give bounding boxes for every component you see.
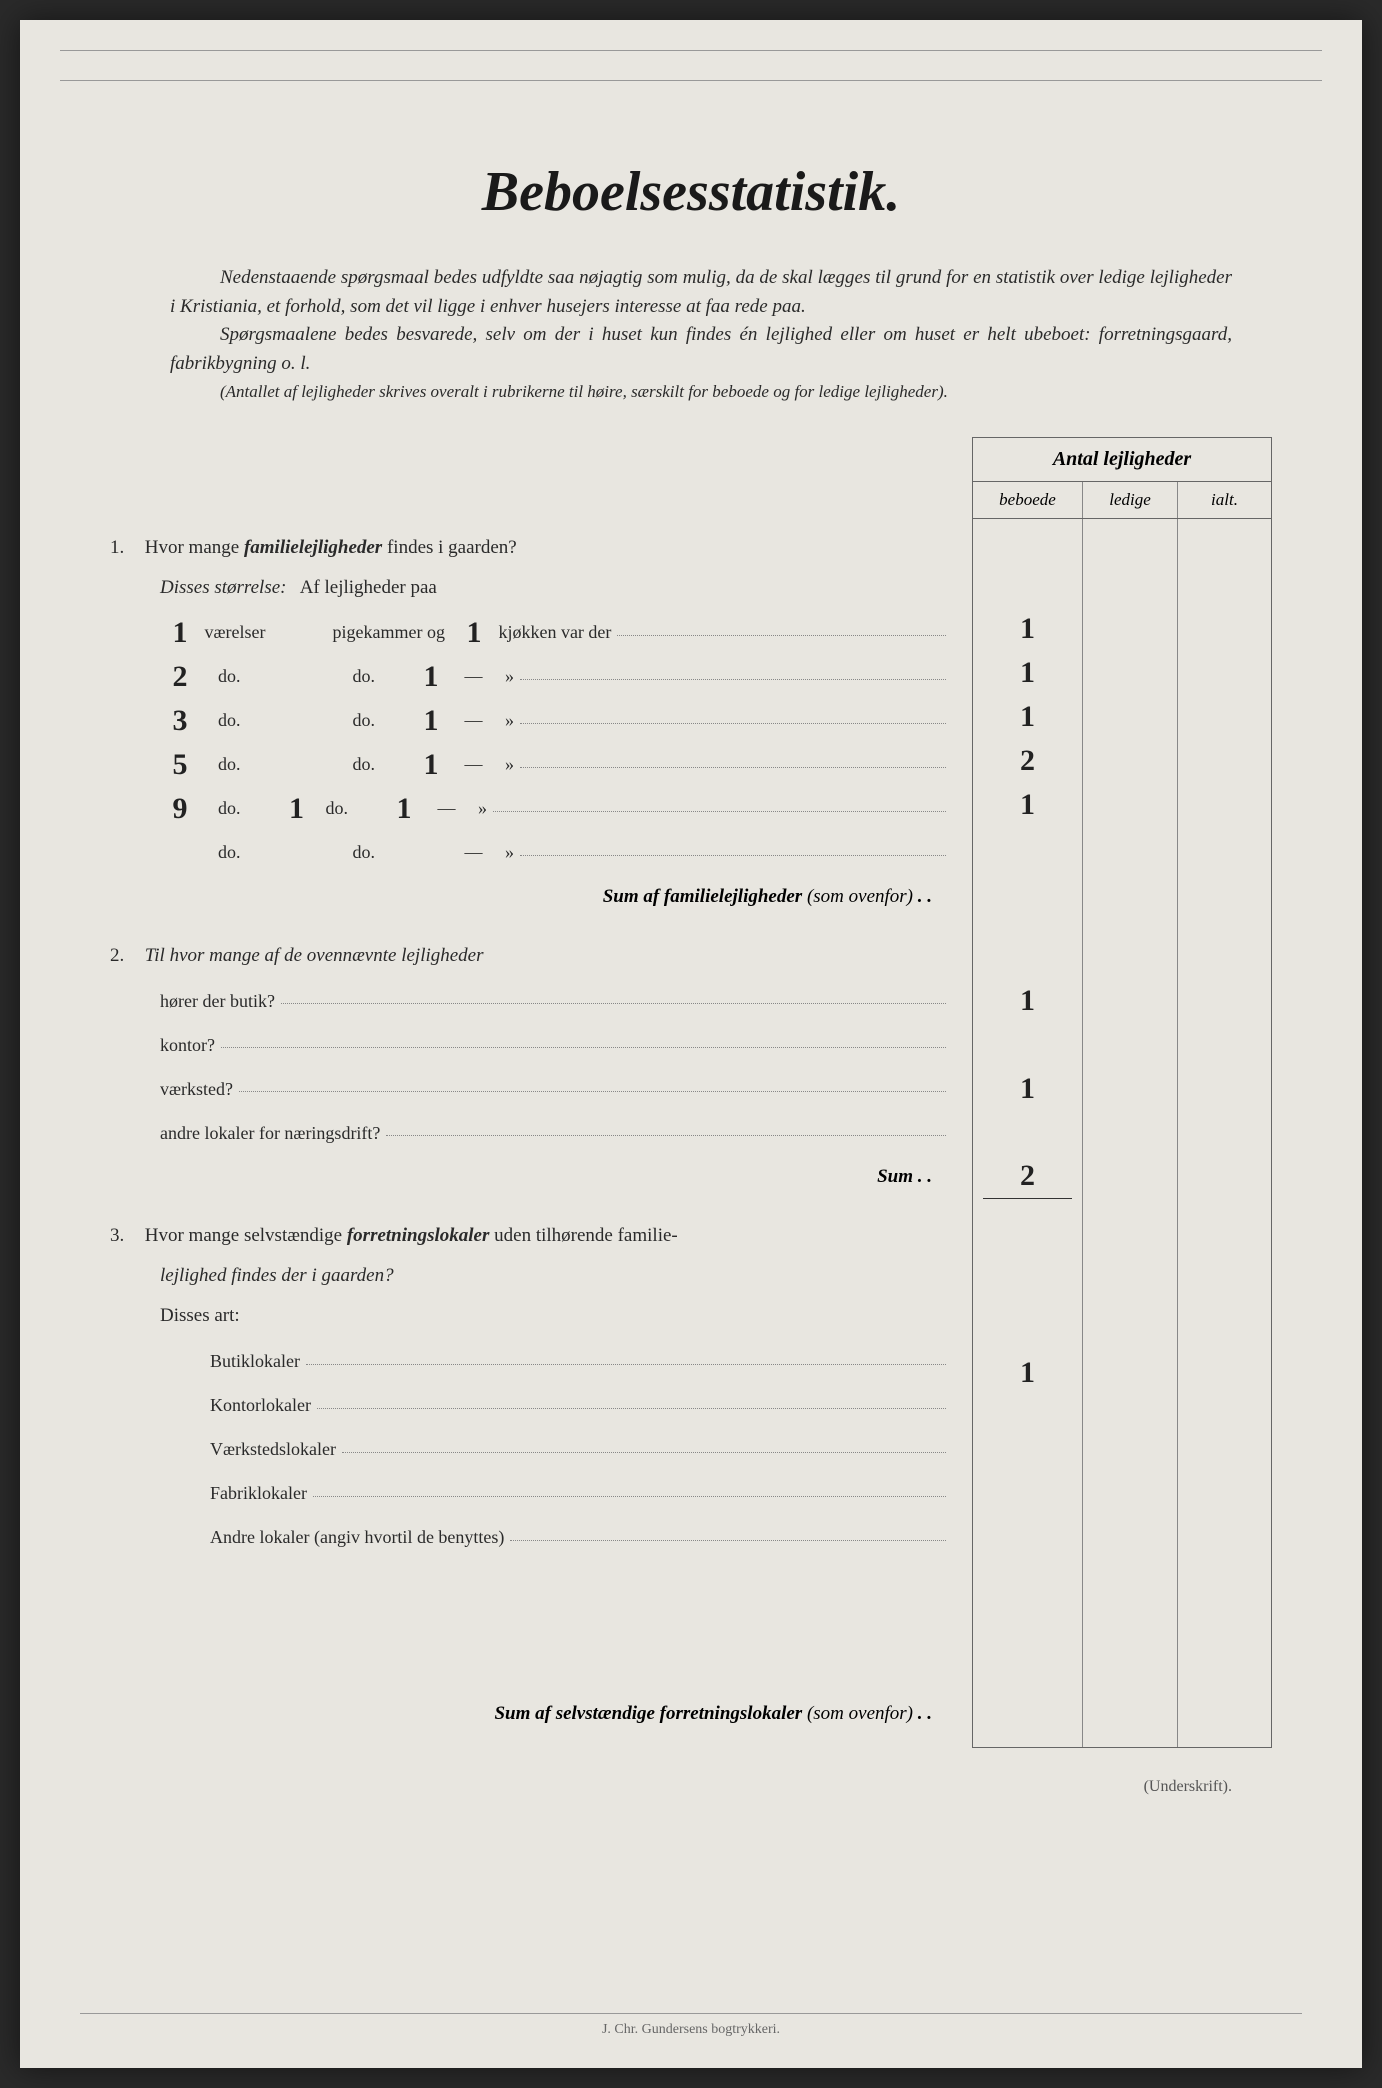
q2-sum-val: 2 [1008,1159,1048,1193]
question-1: 1. Hvor mange familielejligheder findes … [110,531,952,565]
q3-row-5: Andre lokaler (angiv hvortil de benyttes… [210,1516,952,1560]
q3-sum: Sum af selvstændige forretningslokaler (… [110,1692,952,1736]
intro-p3: (Antallet af lejligheder skrives overalt… [220,382,948,401]
q1-row-4: 5 do. do. 1 — » [160,743,952,787]
q1-row-5: 9 do. 1 do. 1 — » [160,787,952,831]
q3-row-4: Fabriklokaler [210,1472,952,1516]
q2-sum: Sum . . [110,1155,952,1199]
q1-row-1: 1 værelser pigekammer og 1 kjøkken var d… [160,611,952,655]
q1-row-3: 3 do. do. 1 — » [160,699,952,743]
q1-val-2: 1 [1008,656,1048,690]
q1-val-5: 1 [1008,788,1048,822]
q1-val-1: 1 [1008,612,1048,646]
q3-val-1: 1 [1008,1356,1048,1390]
intro-p1: Nedenstaaende spørgsmaal bedes udfyldte … [170,267,1232,317]
intro-text: Nedenstaaende spørgsmaal bedes udfyldte … [170,264,1232,407]
values-column: Antal lejligheder beboede ledige ialt. 1… [972,437,1272,1748]
col-beboede: beboede [973,482,1083,518]
col-ledige: ledige [1083,482,1178,518]
q3-line2: lejlighed findes der i gaarden? [160,1259,952,1293]
q2-row-2: kontor? [160,1023,952,1067]
question-2: 2. Til hvor mange af de ovennævnte lejli… [110,939,952,973]
q1-val-4: 2 [1008,744,1048,778]
q1-val-3: 1 [1008,700,1048,734]
intro-p2: Spørgsmaalene bedes besvarede, selv om d… [170,324,1232,374]
q1-row-2: 2 do. do. 1 — » [160,655,952,699]
col-ialt: ialt. [1178,482,1271,518]
q1-row-6: do. do. — » [160,831,952,875]
document-page: Beboelsesstatistik. Nedenstaaende spørgs… [20,20,1362,2068]
table-subheader: beboede ledige ialt. [973,482,1271,519]
q2-row-3: værksted? [160,1067,952,1111]
q2-row-4: andre lokaler for næringsdrift? [160,1111,952,1155]
page-title: Beboelsesstatistik. [110,160,1272,224]
q3-row-2: Kontorlokaler [210,1384,952,1428]
q1-sum: Sum af familielejligheder (som ovenfor) … [110,875,952,919]
q1-sub: Disses størrelse: Af lejligheder paa [160,571,952,605]
q2-val-3: 1 [1008,1072,1048,1106]
signature-label: (Underskrift). [110,1778,1272,1796]
printer-credit: J. Chr. Gundersens bogtrykkeri. [80,2013,1302,2038]
question-3: 3. Hvor mange selvstændige forretningslo… [110,1219,952,1253]
q2-val-1: 1 [1008,984,1048,1018]
q2-row-1: hører der butik? [160,979,952,1023]
q3-row-1: Butiklokaler [210,1340,952,1384]
main-content: 1. Hvor mange familielejligheder findes … [110,437,1272,1748]
table-header: Antal lejligheder [973,437,1271,482]
questions-column: 1. Hvor mange familielejligheder findes … [110,437,972,1748]
q3-sub: Disses art: [160,1299,952,1333]
q3-row-3: Værkstedslokaler [210,1428,952,1472]
